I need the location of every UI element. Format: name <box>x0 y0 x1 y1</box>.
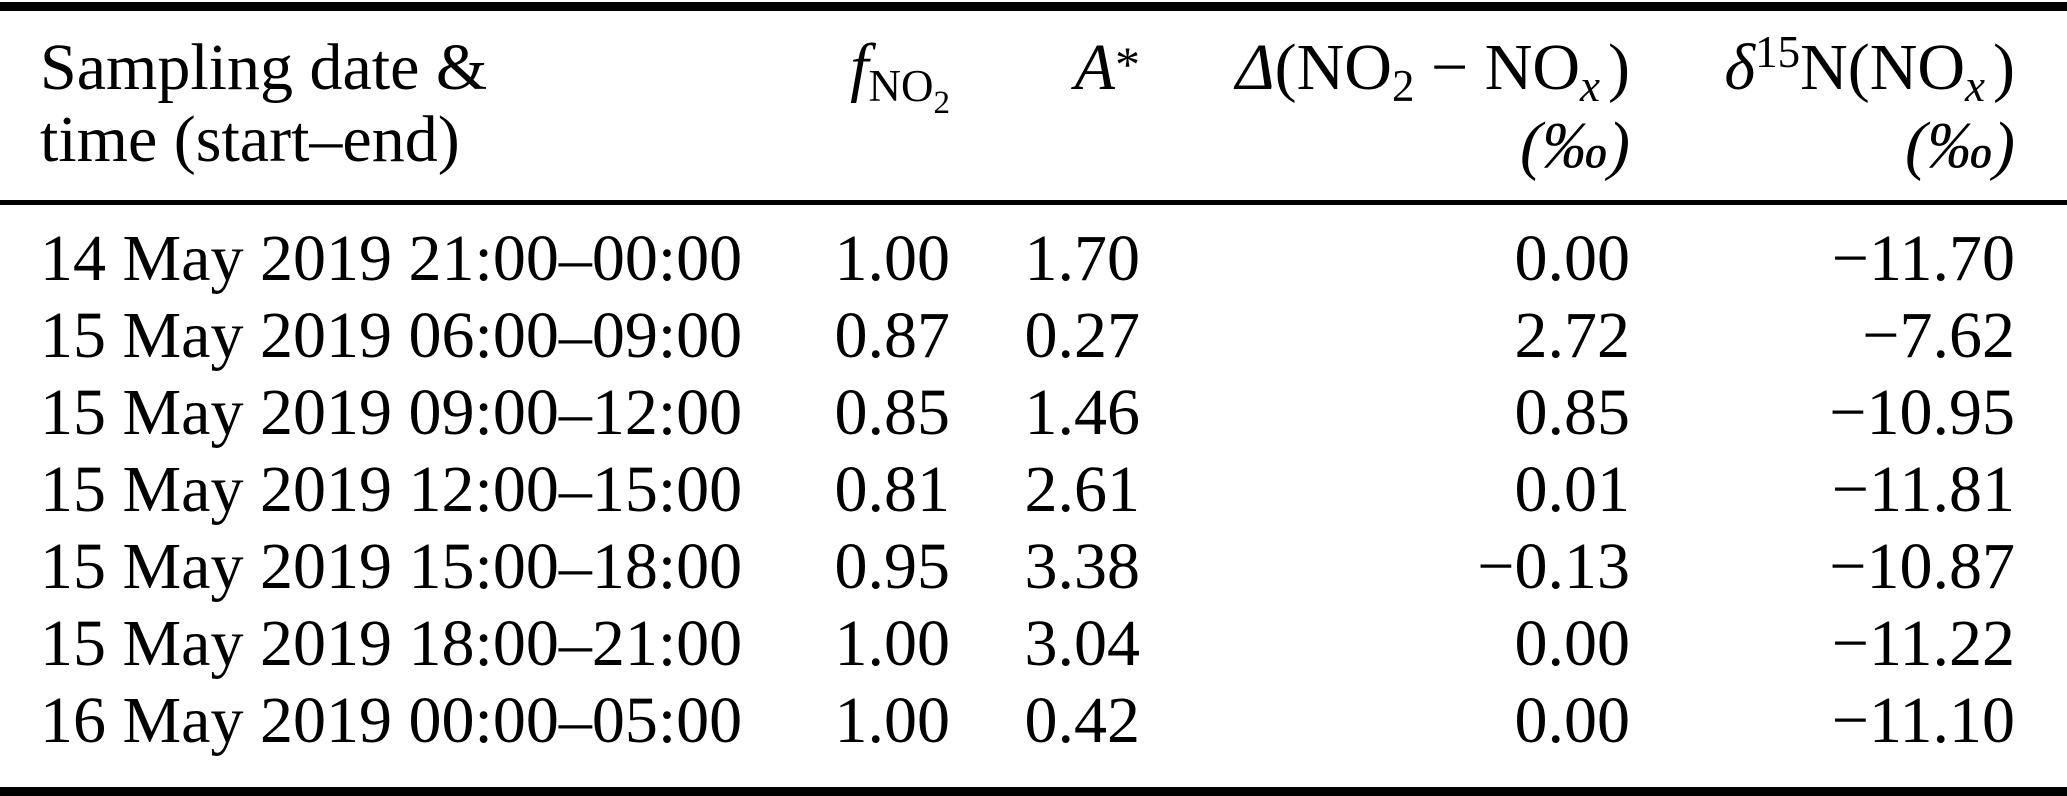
date-cell: 15 May 2019 09:00–12:00 <box>40 376 743 449</box>
d15n-value: −10.95 <box>1829 376 2015 449</box>
sampling-date-header-line2: time (start–end) <box>40 103 460 176</box>
table-top-rule <box>0 2 2067 11</box>
col-header-fno2: fNO2 <box>745 0 950 220</box>
fno2-value: 1.00 <box>834 607 951 680</box>
astar-value: 2.61 <box>1024 453 1141 526</box>
col-header-d15n-nox: δ15N(NOx) (‰) <box>1630 0 2067 220</box>
astar-value: 1.70 <box>1024 222 1141 295</box>
fno2-subsubscript: 2 <box>933 85 951 121</box>
fno2-value: 0.81 <box>834 453 951 526</box>
astar-value: 3.04 <box>1024 607 1141 680</box>
delta-permil-unit: (‰) <box>1520 109 1630 182</box>
col-header-sampling-date: Sampling date & time (start–end) <box>0 0 745 220</box>
date-cell: 15 May 2019 18:00–21:00 <box>40 607 743 680</box>
delta-unit: (‰) <box>1140 110 1630 182</box>
delta-symbol: Δ <box>1235 31 1275 104</box>
table-row: 14 May 2019 21:00–00:00 1.00 1.70 0.00 −… <box>0 220 2067 297</box>
date-cell: 15 May 2019 06:00–09:00 <box>40 299 743 372</box>
d15n-symbol: δ <box>1724 31 1756 104</box>
fno2-formula: fNO2 <box>745 31 950 122</box>
fno2-value: 1.00 <box>834 684 951 757</box>
fno2-value: 1.00 <box>834 222 951 295</box>
d15n-nox-subscript: x <box>1965 61 1986 111</box>
d15n-unit: (‰) <box>1630 110 2015 182</box>
delta-nox-subscript: x <box>1580 61 1601 111</box>
delta-value: 0.01 <box>1514 453 1631 526</box>
d15n-value: −11.70 <box>1831 222 2015 295</box>
d15n-formula: δ15N(NOx) <box>1630 27 2015 111</box>
table-row: 15 May 2019 06:00–09:00 0.87 0.27 2.72 −… <box>0 297 2067 374</box>
table-row: 15 May 2019 15:00–18:00 0.95 3.38 −0.13 … <box>0 528 2067 605</box>
astar-value: 0.27 <box>1024 299 1141 372</box>
d15n-value: −10.87 <box>1829 530 2015 603</box>
d15n-value: −11.22 <box>1831 607 2015 680</box>
table-row: 15 May 2019 12:00–15:00 0.81 2.61 0.01 −… <box>0 451 2067 528</box>
delta-value: 2.72 <box>1514 299 1631 372</box>
date-cell: 16 May 2019 00:00–05:00 <box>40 684 743 757</box>
d15n-body: N(NO <box>1800 31 1966 104</box>
fno2-value: 0.95 <box>834 530 951 603</box>
delta-close-paren: ) <box>1608 31 1630 104</box>
astar-superscript: * <box>1115 36 1140 92</box>
table-header-rule <box>0 200 2067 205</box>
col-header-delta-no2-nox: Δ(NO2 − NOx) (‰) <box>1140 0 1630 220</box>
astar-value: 0.42 <box>1024 684 1141 757</box>
fno2-value: 0.87 <box>834 299 951 372</box>
fno2-value: 0.85 <box>834 376 951 449</box>
header-row: Sampling date & time (start–end) fNO2 A*… <box>0 0 2067 220</box>
d15n-value: −11.10 <box>1831 684 2015 757</box>
delta-minus-no: − NO <box>1414 31 1581 104</box>
delta-formula: Δ(NO2 − NOx) <box>1140 31 1630 112</box>
table-row: 15 May 2019 18:00–21:00 1.00 3.04 0.00 −… <box>0 605 2067 682</box>
astar-value: 1.46 <box>1024 376 1141 449</box>
data-table: Sampling date & time (start–end) fNO2 A*… <box>0 0 2067 759</box>
date-cell: 14 May 2019 21:00–00:00 <box>40 222 743 295</box>
table-bottom-rule <box>0 787 2067 796</box>
delta-open-no: (NO <box>1274 31 1392 104</box>
delta-value: −0.13 <box>1477 530 1630 603</box>
fno2-symbol: f <box>850 31 869 104</box>
astar-symbol: A <box>1074 31 1115 104</box>
delta-no2-subscript: 2 <box>1391 61 1415 111</box>
d15n-close-paren: ) <box>1993 31 2015 104</box>
astar-formula: A* <box>950 32 1140 108</box>
d15n-permil-unit: (‰) <box>1905 109 2015 182</box>
astar-value: 3.38 <box>1024 530 1141 603</box>
table-row: 16 May 2019 00:00–05:00 1.00 0.42 0.00 −… <box>0 682 2067 759</box>
fno2-subscript: NO <box>868 61 934 111</box>
sampling-date-header-line1: Sampling date & <box>40 31 488 104</box>
delta-value: 0.00 <box>1514 222 1631 295</box>
date-cell: 15 May 2019 12:00–15:00 <box>40 453 743 526</box>
col-header-astar: A* <box>950 0 1140 220</box>
delta-value: 0.85 <box>1514 376 1631 449</box>
delta-value: 0.00 <box>1514 607 1631 680</box>
d15n-value: −7.62 <box>1862 299 2015 372</box>
d15n-superscript: 15 <box>1755 27 1801 77</box>
date-cell: 15 May 2019 15:00–18:00 <box>40 530 743 603</box>
d15n-value: −11.81 <box>1831 453 2015 526</box>
table-row: 15 May 2019 09:00–12:00 0.85 1.46 0.85 −… <box>0 374 2067 451</box>
delta-value: 0.00 <box>1514 684 1631 757</box>
